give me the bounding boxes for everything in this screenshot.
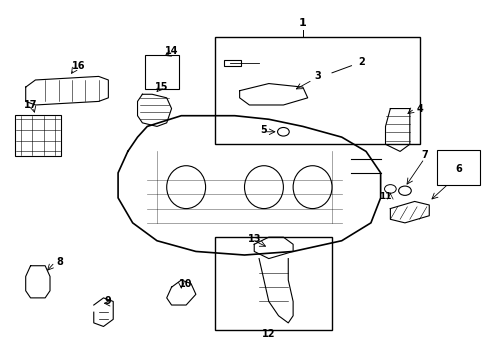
- Text: 16: 16: [72, 61, 86, 71]
- Text: 6: 6: [454, 164, 461, 174]
- Text: 11: 11: [379, 192, 391, 201]
- Text: 9: 9: [105, 296, 111, 306]
- Text: 14: 14: [164, 46, 178, 57]
- Text: 12: 12: [262, 329, 275, 339]
- Text: 15: 15: [155, 82, 168, 92]
- Text: 17: 17: [24, 100, 37, 110]
- Text: 10: 10: [179, 279, 192, 289]
- Text: 4: 4: [415, 104, 422, 113]
- Text: 13: 13: [247, 234, 261, 244]
- Text: 8: 8: [56, 257, 63, 267]
- Text: 2: 2: [357, 57, 364, 67]
- Text: 1: 1: [298, 18, 306, 28]
- Text: 5: 5: [260, 125, 267, 135]
- Text: 3: 3: [313, 71, 320, 81]
- Text: 7: 7: [420, 150, 427, 160]
